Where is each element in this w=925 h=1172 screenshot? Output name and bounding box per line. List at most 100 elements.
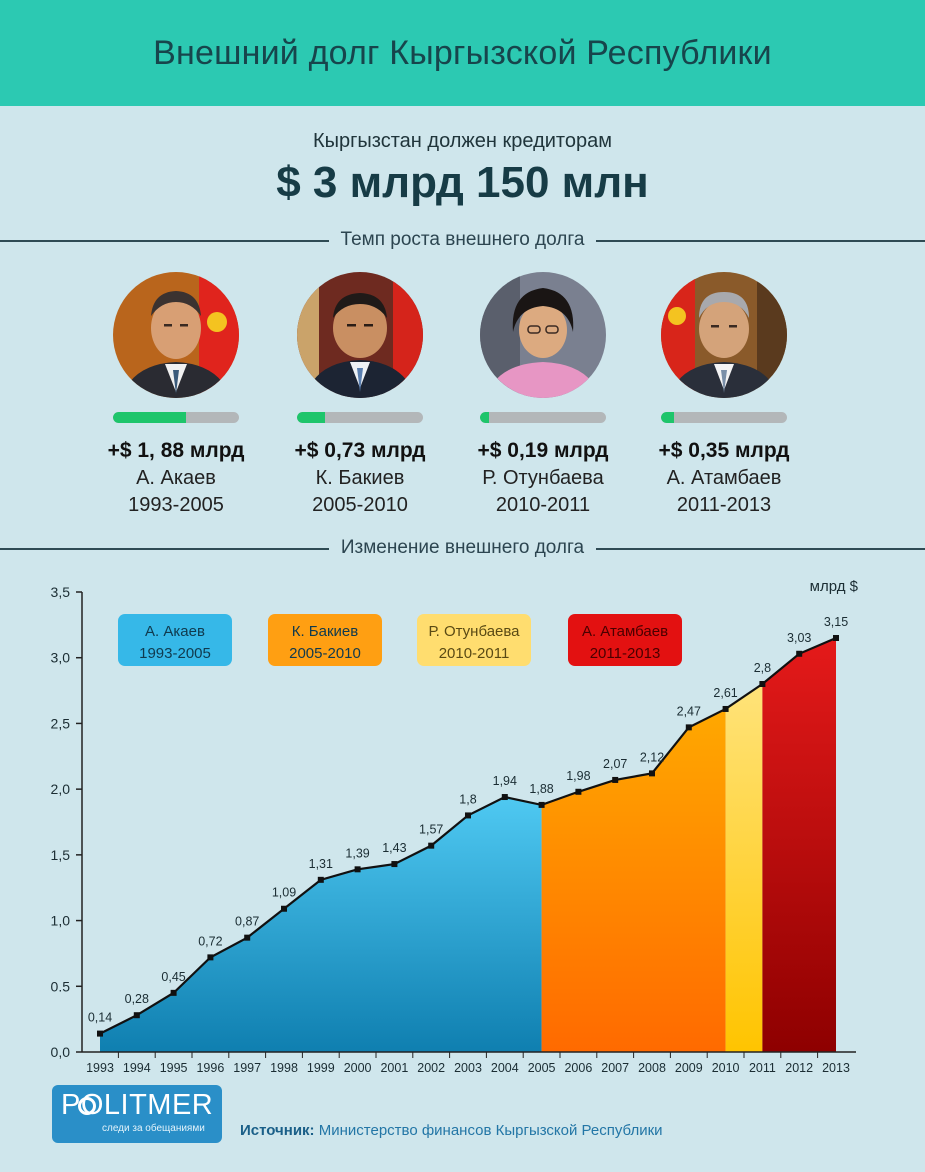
legend-name-1: К. Бакиев <box>292 623 359 640</box>
legend-name-2: Р. Отунбаева <box>428 623 520 640</box>
data-label: 0,45 <box>161 970 185 984</box>
data-label: 1,8 <box>459 792 476 806</box>
legend-box-3 <box>568 614 682 666</box>
data-label: 1,98 <box>566 769 590 783</box>
politmer-logo[interactable]: POLITMER следи за обещаниями <box>52 1085 222 1143</box>
period-akaev: 1993-2005 <box>128 494 224 516</box>
name-akaev: А. Акаев <box>136 467 216 489</box>
x-tick-label: 2012 <box>785 1061 813 1075</box>
x-tick-label: 2003 <box>454 1061 482 1075</box>
data-label: 1,09 <box>272 886 296 900</box>
y-tick-label: 1,5 <box>51 847 71 863</box>
data-point <box>575 788 582 795</box>
data-point <box>170 989 177 996</box>
legend-years-0: 1993-2005 <box>139 645 211 662</box>
amount-bakiev: +$ 0,73 млрд <box>294 439 426 462</box>
y-tick-label: 2,0 <box>51 781 71 797</box>
debt-subtitle: Кыргызстан должен кредиторам <box>312 130 612 152</box>
data-label: 1,88 <box>529 782 553 796</box>
progress-bar-akaev <box>113 412 239 423</box>
x-tick-label: 1994 <box>123 1061 151 1075</box>
debt-total: $ 3 млрд 150 млн <box>276 158 649 207</box>
period-otunbayeva: 2010-2011 <box>495 494 591 516</box>
progress-bar-otunbayeva <box>480 412 606 423</box>
source-note: Источник: Министерство финансов Кыргызск… <box>240 1122 663 1139</box>
y-tick-label: 0,0 <box>51 1044 71 1060</box>
name-otunbayeva: Р. Отунбаева <box>482 467 604 489</box>
x-tick-label: 1993 <box>86 1061 114 1075</box>
x-tick-label: 2005 <box>528 1061 556 1075</box>
x-tick-label: 2004 <box>491 1061 519 1075</box>
legend-name-3: А. Атамбаев <box>582 623 668 640</box>
x-tick-label: 2009 <box>675 1061 703 1075</box>
data-point <box>612 776 619 783</box>
data-label: 1,31 <box>309 857 333 871</box>
legend-box-1 <box>268 614 382 666</box>
x-tick-label: 2001 <box>380 1061 408 1075</box>
x-tick-label: 2007 <box>601 1061 629 1075</box>
data-point <box>722 705 729 712</box>
portrait-atambayev-photo <box>661 272 787 398</box>
data-label: 1,43 <box>382 841 406 855</box>
president-card-bakiev: +$ 0,73 млрд К. Бакиев 2005-2010 <box>270 272 450 517</box>
x-tick-label: 2013 <box>822 1061 850 1075</box>
data-point <box>759 681 766 687</box>
y-tick-label: 2,5 <box>51 715 71 731</box>
legend-box-2 <box>417 614 531 666</box>
portrait-otunbayeva-photo <box>480 272 606 398</box>
data-point <box>354 866 361 873</box>
x-tick-label: 1995 <box>160 1061 188 1075</box>
data-point <box>207 954 214 961</box>
portrait-akaev-photo <box>113 272 239 398</box>
data-label: 3,15 <box>824 615 848 629</box>
x-tick-label: 1997 <box>233 1061 261 1075</box>
data-label: 1,94 <box>493 774 517 788</box>
source-label: Источник: <box>240 1122 315 1139</box>
data-point <box>281 905 287 912</box>
y-tick-label: 1,0 <box>51 913 71 929</box>
data-label: 1,57 <box>419 823 443 837</box>
president-card-akaev: +$ 1, 88 млрд А. Акаев 1993-2005 <box>86 272 266 517</box>
data-point <box>538 801 545 808</box>
data-point <box>317 876 324 883</box>
unit-label: млрд $ <box>810 578 859 595</box>
amount-otunbayeva: +$ 0,19 млрд <box>477 439 609 462</box>
growth-section-title: Темп роста внешнего долга <box>328 228 597 252</box>
portrait-bakiev-photo <box>297 272 423 398</box>
area-period-1 <box>541 708 726 1052</box>
period-bakiev: 2005-2010 <box>312 494 408 516</box>
x-tick-label: 2008 <box>638 1061 666 1075</box>
president-card-otunbayeva: +$ 0,19 млрд Р. Отунбаева 2010-2011 <box>453 272 633 517</box>
y-tick-label: 3,5 <box>51 584 71 600</box>
y-tick-label: 0.5 <box>51 978 71 994</box>
x-tick-label: 2011 <box>749 1061 776 1075</box>
x-tick-label: 1999 <box>307 1061 335 1075</box>
progress-bar-atambayev <box>661 412 787 423</box>
period-atambayev: 2011-2013 <box>676 494 772 516</box>
progress-bar-bakiev <box>297 412 423 423</box>
data-label: 0,28 <box>125 992 149 1006</box>
magnifier-icon <box>78 1097 96 1115</box>
legend-years-1: 2005-2010 <box>289 645 361 662</box>
x-tick-label: 2010 <box>712 1061 740 1075</box>
x-tick-label: 1998 <box>270 1061 298 1075</box>
area-period-2 <box>725 684 763 1052</box>
name-atambayev: А. Атамбаев <box>666 467 782 489</box>
legend-name-0: А. Акаев <box>145 623 205 640</box>
president-card-atambayev: +$ 0,35 млрд А. Атамбаев 2011-2013 <box>634 272 814 517</box>
data-point <box>501 794 508 801</box>
logo-tagline: следи за обещаниями <box>102 1123 205 1134</box>
data-label: 2,47 <box>677 704 701 718</box>
data-point <box>97 1030 103 1037</box>
growth-section-divider: Темп роста внешнего долга <box>0 228 925 252</box>
name-bakiev: К. Бакиев <box>315 467 405 489</box>
x-tick-label: 2002 <box>417 1061 445 1075</box>
data-label: 3,03 <box>787 631 811 645</box>
data-point <box>244 934 251 941</box>
data-label: 2,8 <box>754 661 771 675</box>
data-label: 2,12 <box>640 750 664 764</box>
change-section-divider: Изменение внешнего долга <box>0 536 925 560</box>
source-text: Министерство финансов Кыргызской Республ… <box>318 1122 663 1139</box>
data-label: 1,39 <box>345 846 369 860</box>
debt-area-chart: 0,0 0.5 1,0 1,5 2,0 2,5 3,0 3,5 1993 1994 1995 1996… <box>51 578 859 1075</box>
